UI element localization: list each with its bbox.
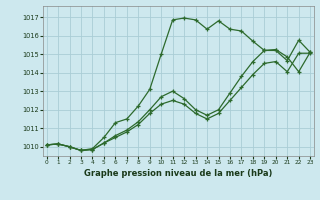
X-axis label: Graphe pression niveau de la mer (hPa): Graphe pression niveau de la mer (hPa) xyxy=(84,169,273,178)
